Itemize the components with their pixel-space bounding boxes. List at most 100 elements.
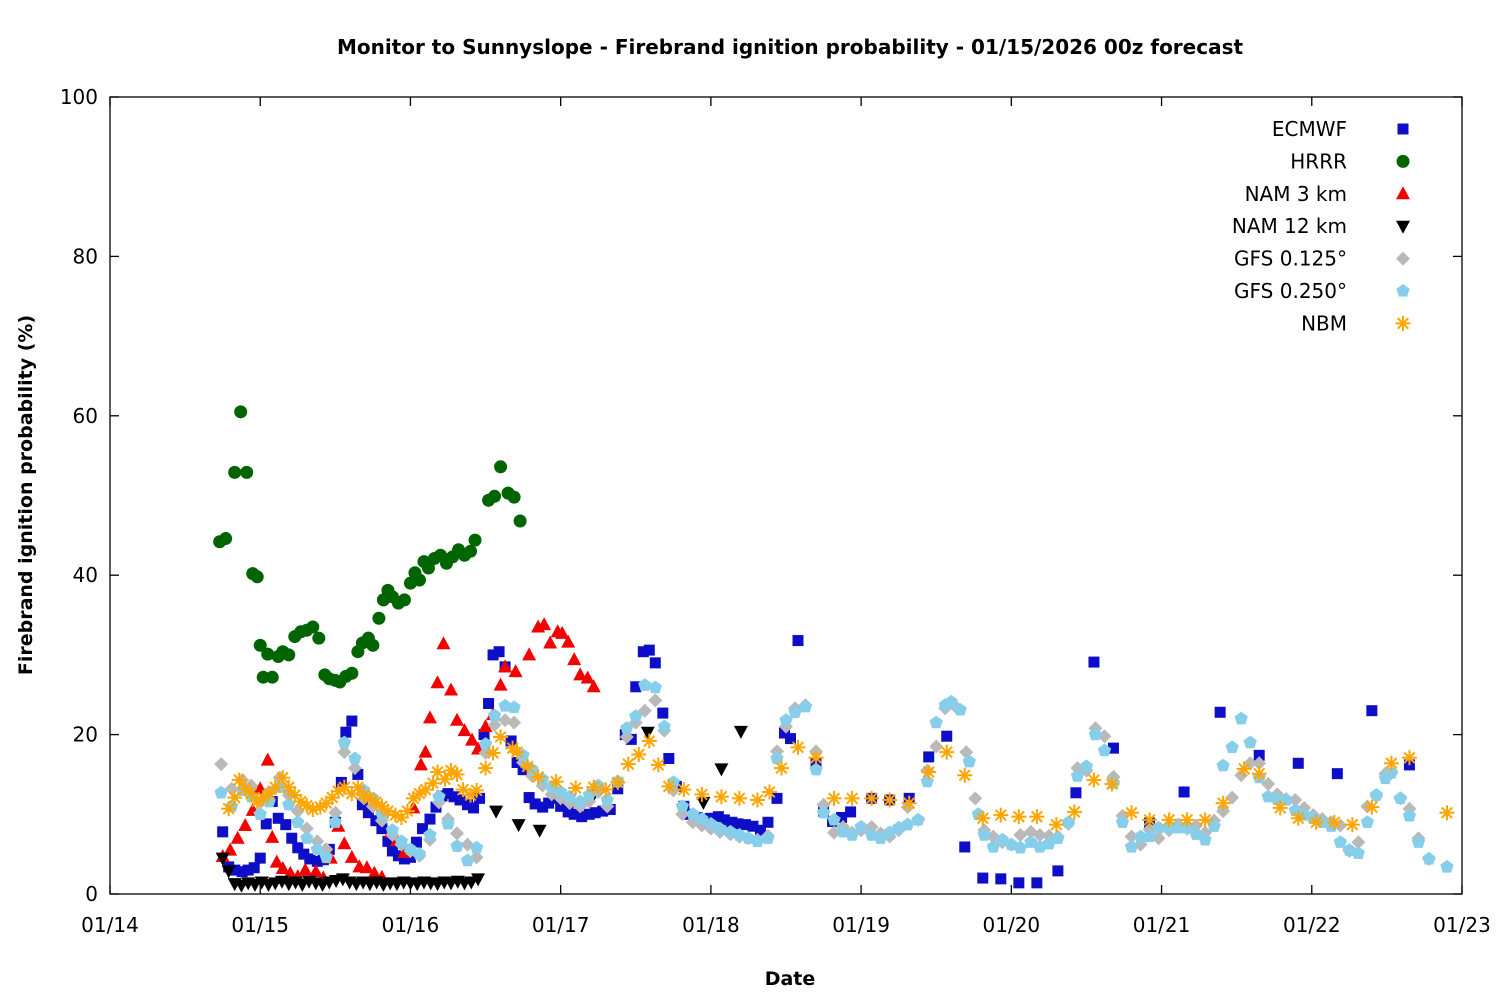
marker [219,532,233,546]
marker [1216,758,1230,772]
marker [350,779,366,795]
asterisk-stroke [1012,810,1025,823]
asterisk-stroke [288,789,301,802]
marker [507,715,522,730]
marker [1179,812,1195,828]
marker [537,617,552,631]
marker [236,866,248,878]
asterisk-stroke [775,762,788,775]
marker [471,873,486,887]
asterisk-stroke [431,766,444,779]
marker [1344,817,1360,833]
marker [413,757,428,771]
marker [629,709,643,722]
marker [649,657,661,669]
asterisk-stroke [470,784,483,797]
asterisk-stroke [294,795,307,808]
asterisk-stroke [1050,818,1063,831]
marker [809,762,823,776]
asterisk-stroke [1440,806,1453,819]
series-gfs-0-250 [214,678,1454,873]
legend-entry-ecmwf: ECMWF [1272,117,1409,141]
marker [827,812,841,826]
marker [845,828,859,841]
marker [292,842,304,854]
asterisk-stroke [1125,806,1138,819]
marker [356,799,368,811]
marker [1326,814,1342,830]
marker [657,707,669,719]
asterisk-stroke [239,782,252,795]
asterisk-stroke [1310,816,1323,829]
marker [267,779,283,795]
marker [494,460,508,474]
marker [386,845,398,857]
marker [1422,851,1436,865]
marker [422,710,437,724]
marker [448,791,460,803]
marker [412,573,426,587]
marker [761,784,777,800]
asterisk-stroke [550,775,563,788]
marker [291,815,305,828]
marker [242,864,254,876]
marker [282,648,296,662]
marker [640,726,655,740]
marker [1215,795,1231,811]
marker [826,790,842,806]
marker [532,824,547,838]
marker [844,790,860,806]
asterisk-stroke [733,792,746,805]
marker [1253,749,1265,761]
marker [347,761,362,776]
asterisk-stroke [587,781,600,794]
marker [468,533,482,547]
marker [493,677,508,691]
marker [432,789,446,803]
marker [265,670,279,684]
asterisk-stroke [487,746,500,759]
marker [221,801,237,817]
marker [1261,777,1276,792]
marker [328,805,343,820]
plot-area: 01/14 01/15 01/16 01/17 01/18 01/19 01/20 01/21… [60,85,1491,937]
asterisk-stroke [276,771,289,784]
marker [238,817,253,831]
marker [228,465,242,479]
marker [328,815,342,828]
asterisk-stroke [1030,810,1043,823]
x-tick-label: 01/17 [532,913,590,937]
marker [548,774,564,790]
marker [1402,808,1417,822]
asterisk-stroke [1105,778,1118,791]
legend-entry-gfs-0-250: GFS 0.250° [1234,279,1410,303]
marker [352,768,364,780]
marker [256,670,270,684]
marker [265,829,280,843]
marker [555,625,570,639]
marker [275,860,290,874]
marker [298,848,310,860]
marker [1048,817,1064,833]
marker [816,805,831,819]
marker [995,873,1007,885]
marker [254,852,266,864]
asterisk-stroke [300,799,313,812]
marker [306,620,320,634]
marker [648,693,663,708]
asterisk-stroke [306,803,319,816]
marker [675,799,689,812]
marker [366,638,380,652]
marker [345,666,359,680]
marker [1290,810,1306,826]
marker [726,816,738,828]
marker [968,791,983,806]
marker [576,811,588,823]
marker [663,753,675,765]
asterisk-stroke [375,800,388,813]
marker [468,802,480,814]
marker [425,775,441,791]
marker [1171,820,1185,834]
marker [230,830,245,844]
